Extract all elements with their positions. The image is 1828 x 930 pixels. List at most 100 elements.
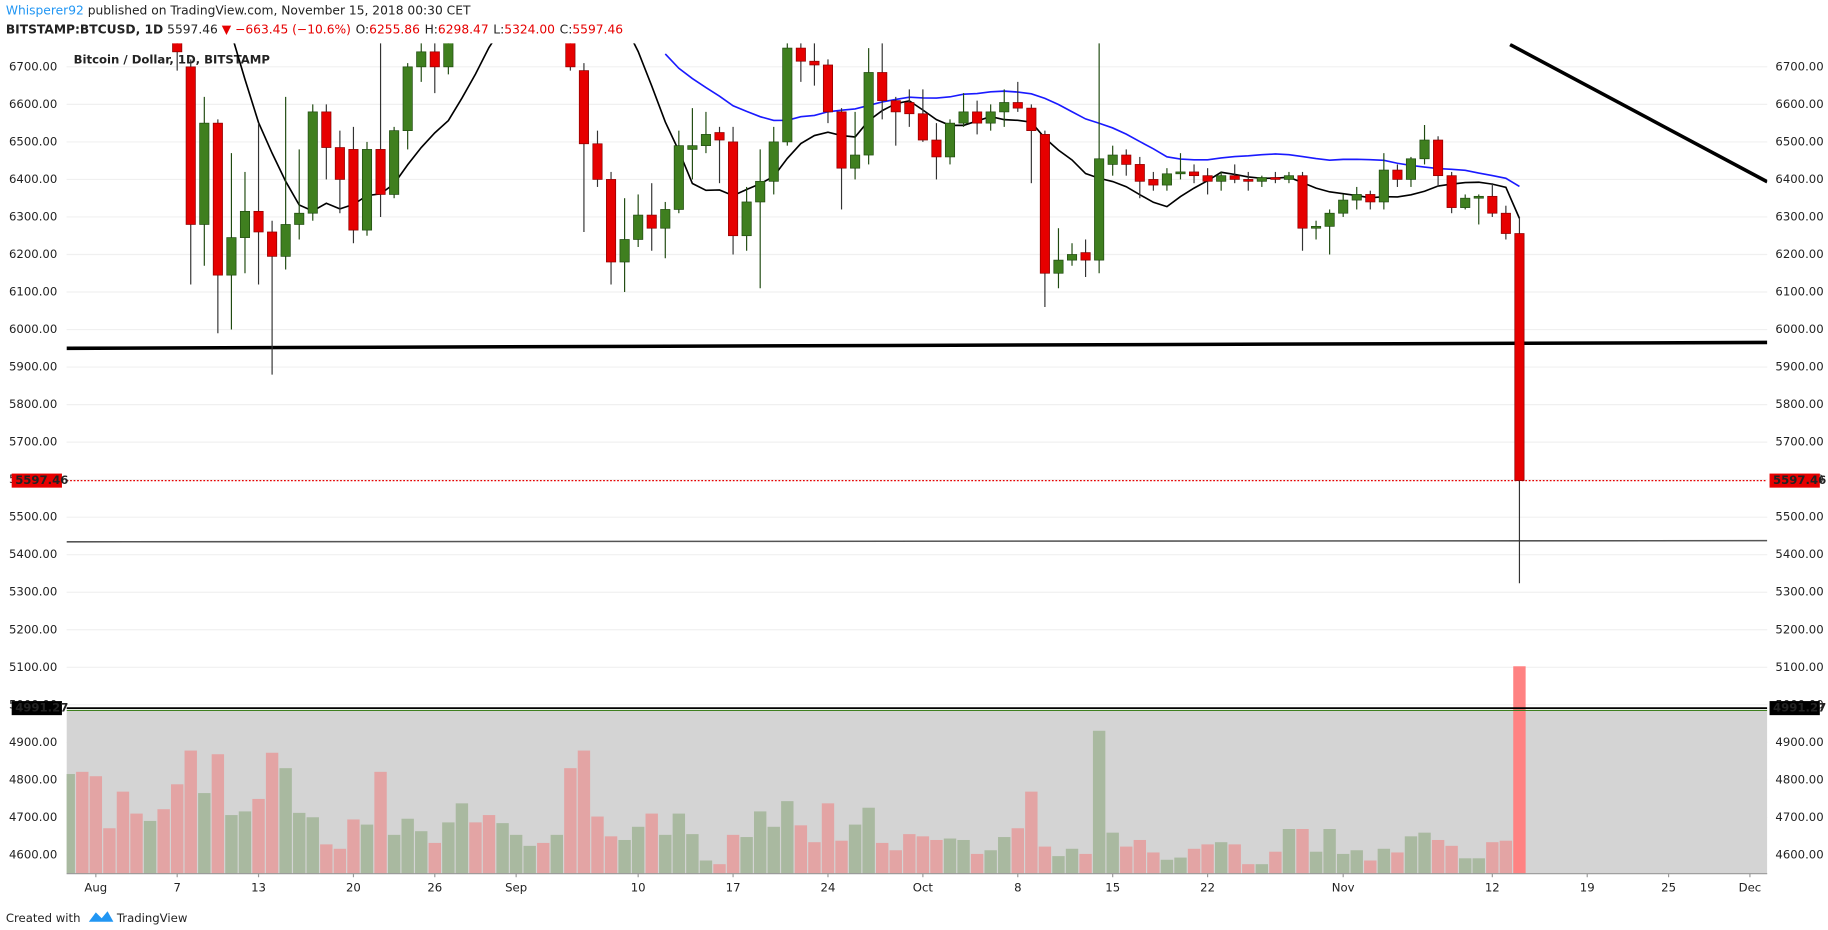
change: ▼ −663.45 (−10.6%): [222, 22, 351, 36]
volume-bar: [781, 801, 794, 874]
volume-bar: [889, 850, 902, 874]
header-line: Whisperer92 published on TradingView.com…: [6, 3, 471, 17]
price-label: 5597.46: [1773, 473, 1826, 487]
volume-bar: [740, 837, 753, 874]
volume-bar: [713, 864, 726, 874]
y-tick-label: 4600.00: [1775, 847, 1823, 861]
volume-bar: [876, 842, 889, 874]
volume-bar: [794, 825, 808, 874]
volume-bar: [1323, 828, 1336, 874]
price-label: 4991.27: [1773, 701, 1826, 715]
volume-bar: [753, 811, 767, 874]
y-tick-label: 6500.00: [9, 134, 57, 148]
candle-body: [890, 100, 901, 113]
horizontal-line: [66, 539, 1768, 543]
candle-body: [1161, 173, 1172, 186]
volume-bar: [347, 819, 360, 874]
y-tick-label: 6100.00: [1775, 285, 1823, 299]
volume-bar: [76, 771, 89, 874]
volume-bar: [1459, 858, 1472, 874]
candle-body: [741, 201, 752, 237]
x-tick-label: 17: [726, 880, 741, 894]
y-tick-label: 4700.00: [1775, 810, 1823, 824]
volume-bar: [482, 815, 496, 874]
x-tick-label: Sep: [505, 880, 527, 894]
ohlc-key: H:: [425, 22, 438, 36]
y-tick-label: 6700.00: [9, 59, 57, 73]
y-tick-label: 5700.00: [1775, 435, 1823, 449]
candle-body: [1487, 195, 1498, 214]
y-tick-label: 4700.00: [9, 810, 57, 824]
volume-bar: [293, 812, 306, 874]
candle-body: [1094, 158, 1105, 261]
volume-bar: [1472, 858, 1485, 874]
y-tick-label: 5200.00: [9, 622, 57, 636]
volume-bar: [170, 784, 184, 874]
candle-body: [226, 237, 237, 276]
volume-bar: [604, 836, 618, 874]
y-tick-label: 4900.00: [9, 735, 57, 749]
volume-bar: [577, 750, 591, 874]
candle-body: [999, 102, 1010, 113]
candle-body: [429, 51, 440, 68]
volume-bar: [496, 823, 509, 874]
volume-bar: [645, 813, 658, 874]
y-tick-label: 5400.00: [1775, 547, 1823, 561]
candle-body: [578, 70, 589, 145]
volume-bar: [1079, 853, 1092, 874]
y-tick-label: 5200.00: [1775, 622, 1823, 636]
volume-bar: [1255, 864, 1269, 874]
volume-bar: [686, 834, 699, 874]
volume-bar: [1404, 836, 1418, 874]
volume-bar: [157, 809, 170, 874]
last-price: 5597.46: [167, 22, 218, 36]
volume-bar: [455, 803, 469, 874]
trend-line: [1509, 43, 1768, 184]
candle-body: [660, 209, 671, 229]
candle-body: [877, 72, 888, 101]
y-tick-label: 5400.00: [9, 547, 57, 561]
volume-bar: [1174, 857, 1187, 874]
volume-bar: [1147, 852, 1160, 874]
candle-body: [863, 72, 874, 156]
volume-bar: [1486, 842, 1499, 874]
y-tick-label: 5500.00: [1775, 510, 1823, 524]
price-pane: [66, 43, 1768, 712]
author[interactable]: Whisperer92: [6, 3, 84, 17]
volume-bar: [1242, 864, 1255, 874]
candle-body: [592, 143, 603, 180]
candle-body: [904, 102, 915, 115]
candle-body: [1066, 254, 1078, 261]
candle-body: [185, 66, 196, 225]
x-tick-label: 26: [427, 880, 442, 894]
volume-bar: [821, 803, 835, 874]
candle-body: [1080, 252, 1091, 261]
y-tick-label: 6400.00: [1775, 172, 1823, 186]
volume-bar: [1133, 839, 1147, 874]
x-tick-label: 19: [1580, 880, 1595, 894]
volume-bar: [469, 822, 482, 874]
volume-bar: [279, 768, 292, 874]
candle-body: [267, 231, 278, 257]
y-tick-label: 4900.00: [1775, 735, 1823, 749]
volume-bar: [916, 836, 930, 874]
volume-bar: [984, 850, 997, 874]
candle-body: [375, 149, 386, 195]
y-tick-label: 5900.00: [1775, 360, 1823, 374]
y-tick-label: 5100.00: [1775, 660, 1823, 674]
candle-body: [1175, 171, 1186, 175]
volume-pane: [66, 666, 1768, 874]
volume-bar: [537, 842, 550, 874]
y-tick-label: 5300.00: [9, 585, 57, 599]
support-line: [66, 340, 1768, 351]
volume-bar: [523, 845, 536, 874]
volume-bar: [252, 798, 265, 874]
candle-body: [1392, 169, 1403, 180]
candle-body: [1351, 194, 1362, 201]
symbol-legend: BITSTAMP:BTCUSD, 1D 5597.46 ▼ −663.45 (−…: [6, 22, 623, 36]
volume-bar: [333, 848, 347, 874]
footer-brand[interactable]: TradingView: [116, 911, 188, 925]
volume-bar: [401, 818, 414, 874]
candle-body: [307, 111, 318, 214]
candle-body: [1405, 158, 1416, 180]
